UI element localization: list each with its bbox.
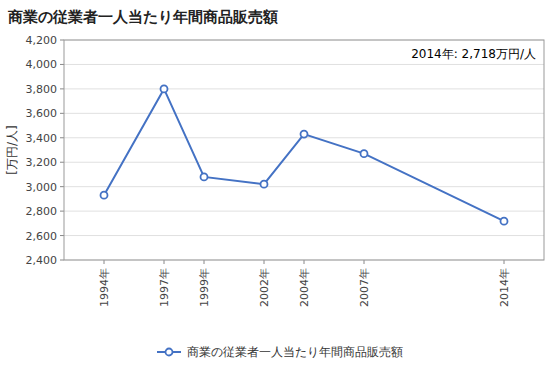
title: 商業の従業者一人当たり年間商品販売額 — [7, 8, 278, 26]
grid-line — [64, 235, 544, 236]
y-tick-label: 2,400 — [26, 254, 58, 267]
x-tick — [304, 260, 305, 264]
x-tick — [264, 260, 265, 264]
x-tick — [204, 260, 205, 264]
y-tick-label: 3,800 — [26, 83, 58, 96]
y-tick — [60, 235, 64, 236]
y-tick-label: 3,200 — [26, 156, 58, 169]
plot-frame — [64, 40, 544, 260]
x-tick — [164, 260, 165, 264]
x-tick-label: 1999年 — [198, 268, 211, 307]
chart: 商業の従業者一人当たり年間商品販売額 2,400 2,600 2,800 3,000 3,… — [0, 0, 560, 366]
y-tick — [60, 113, 64, 114]
y-tick — [60, 64, 64, 65]
legend-label: 商業の従業者一人当たり年間商品販売額 — [187, 345, 403, 359]
grid-line — [64, 88, 544, 89]
legend-swatch-marker — [166, 349, 173, 356]
legend: 商業の従業者一人当たり年間商品販売額 — [157, 345, 403, 359]
series-marker — [261, 181, 268, 188]
y-tick-label: 3,400 — [26, 132, 58, 145]
x-tick-label: 2004年 — [298, 268, 311, 307]
annotation: 2014年: 2,718万円/人 — [411, 47, 536, 61]
series-marker — [161, 85, 168, 92]
y-tick-label: 4,000 — [26, 58, 58, 71]
y-tick-label: 2,600 — [26, 230, 58, 243]
y-tick — [60, 88, 64, 89]
series-marker — [361, 150, 368, 157]
x-tick — [364, 260, 365, 264]
series-marker — [201, 173, 208, 180]
x-tick-label: 1997年 — [158, 268, 171, 307]
grid-line — [64, 113, 544, 114]
grid-line — [64, 186, 544, 187]
series-marker — [101, 192, 108, 199]
series-marker — [301, 131, 308, 138]
y-tick — [60, 211, 64, 212]
y-tick — [60, 260, 64, 261]
x-tick-label: 2014年 — [498, 268, 511, 307]
x-tick — [504, 260, 505, 264]
series-group — [101, 85, 508, 224]
y-tick — [60, 162, 64, 163]
series-line — [104, 89, 504, 221]
y-tick-label: 2,800 — [26, 205, 58, 218]
y-axis-label: [万円/人] — [5, 125, 19, 174]
y-tick-label: 3,600 — [26, 107, 58, 120]
axes: 2,400 2,600 2,800 3,000 3,200 3,400 3,600 3,800… — [26, 34, 545, 307]
grid — [64, 40, 544, 260]
grid-line — [64, 64, 544, 65]
y-tick-label: 4,200 — [26, 34, 58, 47]
y-tick — [60, 40, 64, 41]
x-tick-label: 2002年 — [258, 268, 271, 307]
grid-line — [64, 162, 544, 163]
x-tick — [104, 260, 105, 264]
grid-line — [64, 211, 544, 212]
series-marker — [501, 218, 508, 225]
y-tick-label: 3,000 — [26, 181, 58, 194]
y-tick — [60, 137, 64, 138]
x-tick-label: 2007年 — [358, 268, 371, 307]
x-tick-label: 1994年 — [98, 268, 111, 307]
legend-item: 商業の従業者一人当たり年間商品販売額 — [157, 345, 403, 359]
y-tick — [60, 186, 64, 187]
